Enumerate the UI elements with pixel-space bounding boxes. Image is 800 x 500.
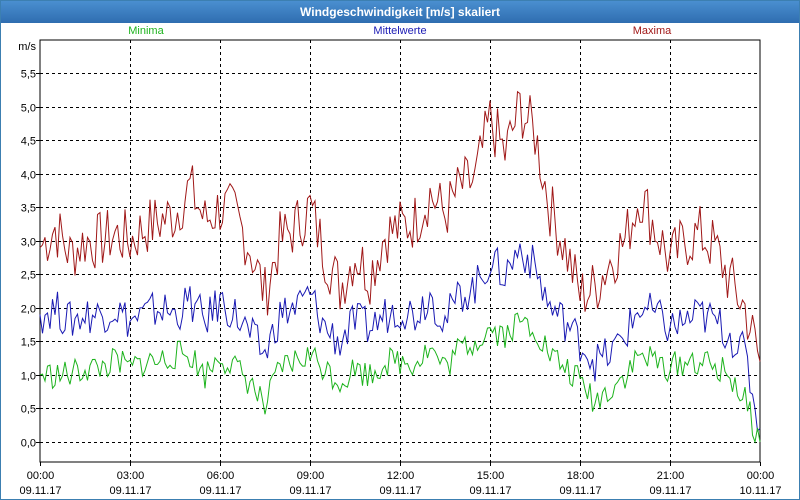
y-tick-label: 2,0 (21, 304, 36, 316)
axes: 0,0 0,5 1,0 1,5 2,0 2,5 3,0 3,5 4,0 4,5 5,0 5,5 m/s 0… (18, 41, 781, 497)
y-tick-label: 3,0 (21, 237, 36, 249)
x-tick-time-label: 00:00 (27, 470, 55, 482)
series-lines (39, 90, 761, 444)
y-tick-label: 4,0 (21, 170, 36, 182)
x-tick-time-label: 03:00 (117, 470, 145, 482)
y-tick-label: 0,0 (21, 438, 36, 450)
series-line-maxima (39, 90, 761, 362)
x-tick-date-label: 10.11.17 (739, 485, 781, 497)
y-tick-label: 2,5 (21, 270, 36, 282)
x-tick-date-label: 09.11.17 (289, 485, 331, 497)
x-tick-time-label: 00:00 (747, 470, 775, 482)
y-tick-label: 3,5 (21, 203, 36, 215)
title-bar: Windgeschwindigkeit [m/s] skaliert (1, 1, 799, 23)
x-tick-time-label: 12:00 (387, 470, 415, 482)
y-tick-label: 1,5 (21, 337, 36, 349)
legend-entry-mittelwerte: Mittelwerte (373, 25, 426, 37)
x-tick-time-label: 15:00 (477, 470, 505, 482)
chart-title: Windgeschwindigkeit [m/s] skaliert (300, 5, 500, 19)
x-tick-time-label: 21:00 (657, 470, 685, 482)
x-tick-date-label: 09.11.17 (649, 485, 691, 497)
x-tick-date-label: 09.11.17 (199, 485, 241, 497)
y-tick-label: 4,5 (21, 136, 36, 148)
x-tick-date-label: 09.11.17 (19, 485, 61, 497)
y-tick-label: 1,0 (21, 371, 36, 383)
grid (39, 39, 761, 463)
y-tick-label: 0,5 (21, 404, 36, 416)
y-axis-label: m/s (18, 41, 36, 53)
x-tick-date-label: 09.11.17 (379, 485, 421, 497)
x-tick-date-label: 09.11.17 (109, 485, 151, 497)
x-tick-time-label: 06:00 (207, 470, 235, 482)
series-line-mittelwerte (39, 243, 761, 432)
x-tick-time-label: 09:00 (297, 470, 325, 482)
x-tick-date-label: 09.11.17 (469, 485, 511, 497)
series-line-minima (39, 312, 761, 444)
legend: Minima Mittelwerte Maxima (128, 25, 672, 37)
x-tick-time-label: 18:00 (567, 470, 595, 482)
y-tick-label: 5,5 (21, 69, 36, 81)
legend-entry-minima: Minima (128, 25, 164, 37)
x-tick-date-label: 09.11.17 (559, 485, 601, 497)
legend-entry-maxima: Maxima (633, 25, 672, 37)
y-tick-label: 5,0 (21, 103, 36, 115)
